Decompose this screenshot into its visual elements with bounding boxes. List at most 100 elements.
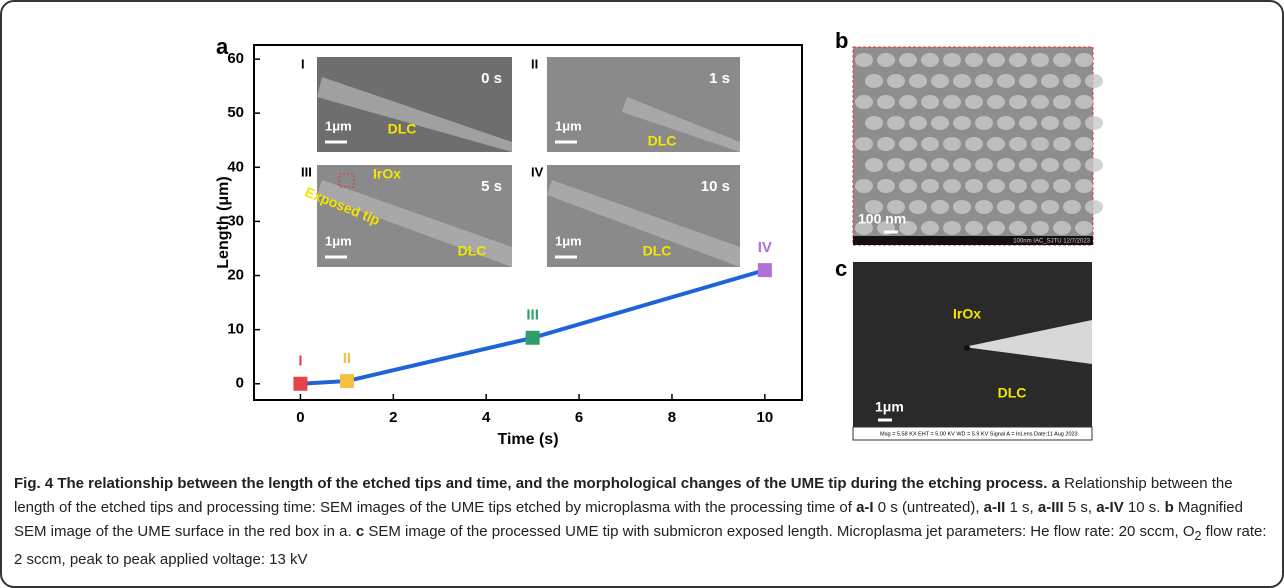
inset-annotation: DLC [648, 133, 677, 149]
texture [965, 179, 983, 193]
texture [1041, 158, 1059, 172]
texture [1031, 221, 1049, 235]
texture [909, 116, 927, 130]
caption-text: 1 s, [1005, 499, 1038, 516]
x-tick-label: 8 [668, 409, 676, 426]
x-tick-label: 10 [757, 409, 774, 426]
texture [1031, 95, 1049, 109]
caption-text: a [1047, 475, 1064, 492]
texture [987, 53, 1005, 67]
data-point [340, 374, 354, 388]
data-point [526, 331, 540, 345]
texture [943, 137, 961, 151]
texture [1031, 53, 1049, 67]
inset-scale: 1μm [325, 233, 352, 248]
texture [1041, 74, 1059, 88]
texture [975, 74, 993, 88]
texture [953, 158, 971, 172]
texture [1075, 137, 1093, 151]
panel-label: c [835, 256, 847, 281]
y-axis-label: Length (μm) [215, 176, 232, 268]
texture [997, 200, 1015, 214]
texture [931, 116, 949, 130]
texture [899, 95, 917, 109]
caption-text: a-III [1038, 499, 1064, 516]
caption-text: a-IV [1096, 499, 1124, 516]
texture [921, 137, 939, 151]
texture [943, 53, 961, 67]
texture [1009, 137, 1027, 151]
sem-footer-text: 100nm IAC_SJTU 12/7/2023 [1013, 239, 1090, 245]
texture [975, 116, 993, 130]
texture [921, 179, 939, 193]
texture [943, 95, 961, 109]
texture [855, 179, 873, 193]
caption-text: Fig. 4 The relationship between the leng… [14, 475, 1047, 492]
texture [1031, 179, 1049, 193]
caption-text: SEM image of the processed UME tip with … [364, 523, 1194, 540]
inset-label: IV [531, 164, 544, 179]
texture [1041, 116, 1059, 130]
texture [1085, 200, 1103, 214]
inset-scale: 1μm [325, 118, 352, 133]
scale-label: 1μm [875, 399, 904, 415]
inset-label: II [531, 56, 538, 71]
texture [1075, 53, 1093, 67]
x-tick-label: 2 [389, 409, 397, 426]
texture [997, 74, 1015, 88]
texture [1085, 158, 1103, 172]
texture [1075, 179, 1093, 193]
point-label: I [298, 353, 302, 370]
inset-scale: 1μm [555, 118, 582, 133]
texture [987, 95, 1005, 109]
point-label: IV [758, 239, 772, 256]
texture [931, 200, 949, 214]
texture [997, 158, 1015, 172]
texture [909, 74, 927, 88]
inset-annotation: DLC [643, 243, 672, 259]
texture [1009, 221, 1027, 235]
figure: abc01020304050600246810Time (s)Length (μ… [0, 0, 1284, 588]
texture [921, 53, 939, 67]
texture [877, 53, 895, 67]
data-line [300, 270, 764, 384]
caption-text: a-I [856, 499, 874, 516]
texture [1085, 116, 1103, 130]
texture [953, 116, 971, 130]
texture [975, 200, 993, 214]
y-tick-label: 10 [227, 321, 244, 338]
inset-label: I [301, 56, 305, 71]
texture [855, 53, 873, 67]
y-tick-label: 50 [227, 104, 244, 121]
texture [877, 95, 895, 109]
texture [887, 116, 905, 130]
texture [899, 53, 917, 67]
texture [1063, 200, 1081, 214]
texture [899, 137, 917, 151]
texture [855, 95, 873, 109]
inset-time: 10 s [701, 178, 730, 195]
texture [1053, 179, 1071, 193]
tip-end [964, 345, 970, 351]
data-point [758, 263, 772, 277]
inset-time: 5 s [481, 178, 502, 195]
scale-label: 100 nm [858, 211, 906, 227]
x-tick-label: 6 [575, 409, 583, 426]
texture [1085, 74, 1103, 88]
inset-annotation: IrOx [373, 166, 401, 182]
texture [987, 137, 1005, 151]
caption-text: 10 s. [1124, 499, 1165, 516]
texture [855, 137, 873, 151]
point-label: III [526, 307, 539, 324]
texture [1019, 200, 1037, 214]
caption-text: c [356, 523, 364, 540]
panel-c-annotation: DLC [998, 385, 1027, 401]
texture [1031, 137, 1049, 151]
texture [1009, 95, 1027, 109]
texture [1053, 53, 1071, 67]
texture [909, 200, 927, 214]
x-tick-label: 0 [296, 409, 304, 426]
texture [997, 116, 1015, 130]
caption-text: 5 s, [1064, 499, 1097, 516]
caption-text: a-II [984, 499, 1006, 516]
